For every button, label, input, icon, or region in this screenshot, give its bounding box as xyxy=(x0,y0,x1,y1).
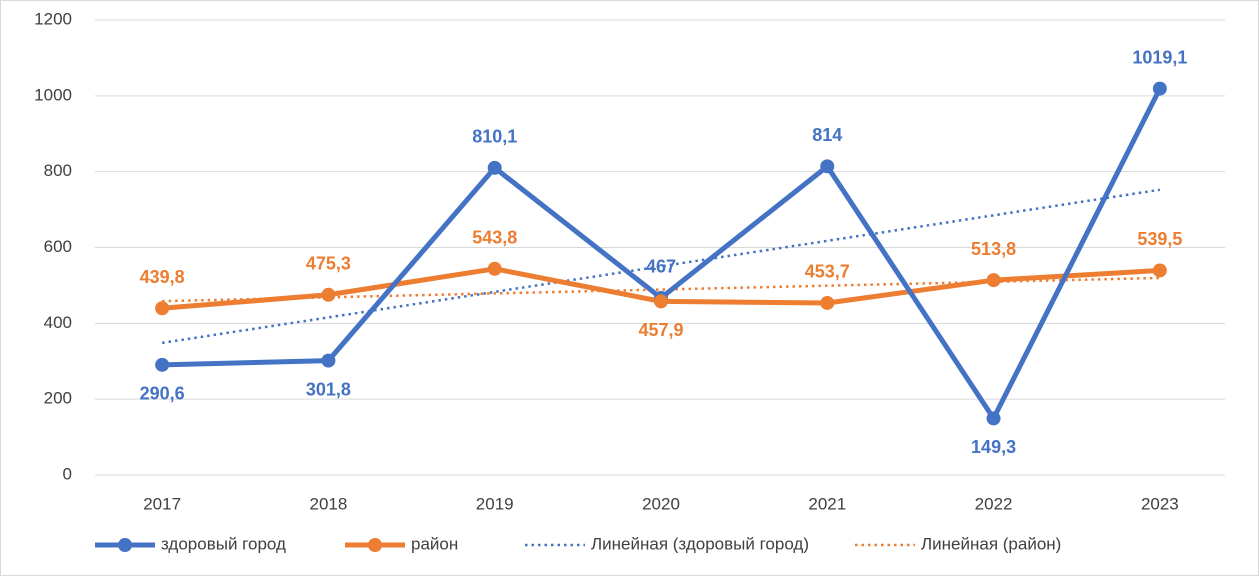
legend-label: район xyxy=(411,534,458,553)
value-label: 1019,1 xyxy=(1132,47,1187,67)
point xyxy=(155,357,170,372)
x-tick-label: 2022 xyxy=(975,494,1013,513)
value-label: 513,8 xyxy=(971,239,1016,259)
legend-marker xyxy=(368,538,382,552)
x-tick-label: 2017 xyxy=(143,494,181,513)
point xyxy=(487,160,502,175)
legend-label: здоровый город xyxy=(161,534,286,553)
point xyxy=(321,287,336,302)
y-tick-label: 1000 xyxy=(34,85,72,104)
point xyxy=(1152,263,1167,278)
value-label: 290,6 xyxy=(140,384,185,404)
point xyxy=(1152,81,1167,96)
point xyxy=(820,159,835,174)
x-tick-label: 2020 xyxy=(642,494,680,513)
x-tick-label: 2019 xyxy=(476,494,514,513)
legend-label: Линейная (район) xyxy=(921,534,1061,553)
point xyxy=(155,301,170,316)
value-label: 453,7 xyxy=(805,262,850,282)
y-tick-label: 0 xyxy=(63,464,72,483)
value-label: 539,5 xyxy=(1137,229,1182,249)
y-tick-label: 800 xyxy=(44,161,72,180)
value-label: 543,8 xyxy=(472,228,517,248)
legend-label: Линейная (здоровый город) xyxy=(591,534,809,553)
point xyxy=(321,353,336,368)
point xyxy=(986,411,1001,426)
value-label: 467 xyxy=(646,257,676,277)
y-tick-label: 400 xyxy=(44,313,72,332)
value-label: 439,8 xyxy=(140,267,185,287)
x-tick-label: 2018 xyxy=(310,494,348,513)
point xyxy=(487,261,502,276)
point xyxy=(654,294,668,309)
y-tick-label: 600 xyxy=(44,237,72,256)
value-label: 814 xyxy=(812,125,842,145)
value-label: 457,9 xyxy=(638,320,683,340)
value-label: 810,1 xyxy=(472,127,517,147)
point xyxy=(986,273,1001,288)
point xyxy=(820,295,835,310)
y-tick-label: 200 xyxy=(44,389,72,408)
value-label: 301,8 xyxy=(306,379,351,399)
value-label: 149,3 xyxy=(971,437,1016,457)
y-tick-label: 1200 xyxy=(34,9,72,28)
legend-marker xyxy=(118,538,132,552)
x-tick-label: 2021 xyxy=(808,494,846,513)
value-label: 475,3 xyxy=(306,254,351,274)
x-tick-label: 2023 xyxy=(1141,494,1179,513)
